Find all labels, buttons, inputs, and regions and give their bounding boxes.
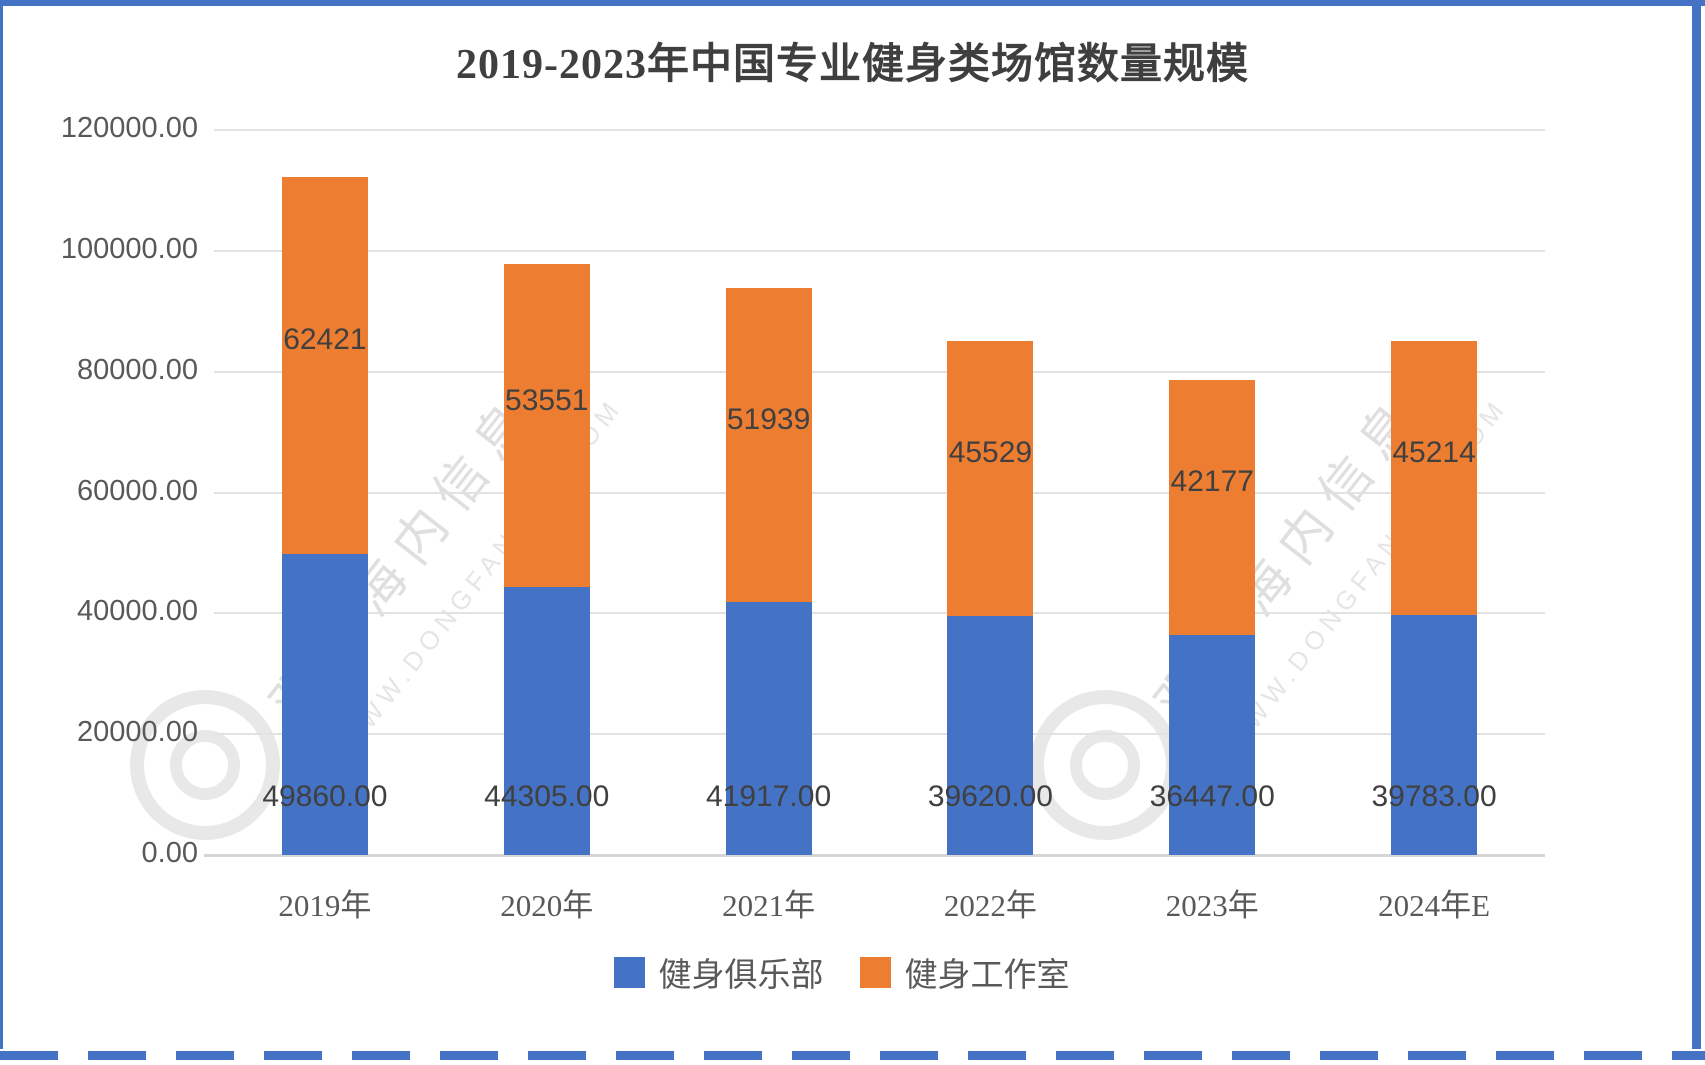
- chart-title: 2019-2023年中国专业健身类场馆数量规模: [456, 42, 1249, 88]
- bar-segment-club: [1169, 634, 1256, 855]
- data-label-club: 49860.00: [262, 780, 388, 813]
- data-label-studio: 45529: [948, 436, 1033, 470]
- bar-segment-studio: [1169, 379, 1256, 635]
- data-label-studio: 62421: [283, 323, 367, 357]
- x-axis-category-label: 2024年E: [1378, 888, 1491, 923]
- bar-segment-studio: [725, 287, 812, 602]
- data-label-club: 36447.00: [1149, 780, 1275, 813]
- gridline: [214, 370, 1545, 373]
- bar-segment-studio: [947, 340, 1034, 616]
- bar-segment-studio: [281, 176, 368, 554]
- x-axis-category-label: 2020年: [500, 888, 594, 923]
- watermark-logo-icon: [130, 690, 280, 840]
- chart-border-left: [0, 0, 3, 1049]
- chart-border-bottom: [0, 1051, 1705, 1060]
- x-axis-line: [204, 854, 1545, 857]
- watermark-logo-icon: [1030, 690, 1180, 840]
- bar-segment-club: [503, 587, 590, 855]
- data-label-club: 39783.00: [1371, 780, 1497, 813]
- data-label-studio: 42177: [1170, 465, 1254, 499]
- bar-segment-club: [947, 615, 1034, 855]
- bar-segment-studio: [1391, 341, 1478, 615]
- gridline: [214, 491, 1545, 494]
- bar-segment-club: [281, 553, 368, 855]
- data-label-studio: 45214: [1392, 436, 1476, 470]
- data-label-studio: 53551: [505, 383, 589, 417]
- y-axis-tick-label: 0.00: [141, 837, 198, 869]
- x-axis-category-label: 2019年: [278, 888, 372, 923]
- data-label-club: 44305.00: [484, 780, 610, 813]
- data-label-club: 41917.00: [706, 780, 832, 813]
- gridline: [214, 733, 1545, 736]
- x-axis-category-label: 2021年: [722, 888, 816, 923]
- y-axis-tick-label: 20000.00: [77, 716, 198, 749]
- gridline: [214, 129, 1545, 131]
- chart-border-top: [0, 0, 1705, 6]
- x-axis-category-label: 2023年: [1165, 888, 1259, 923]
- data-label-club: 39620.00: [927, 780, 1053, 813]
- legend: 健身俱乐部 健身工作室: [0, 948, 1705, 996]
- y-axis-tick-label: 120000.00: [60, 112, 198, 144]
- legend-swatch-studio: [859, 956, 891, 988]
- bar-segment-club: [725, 601, 812, 855]
- y-axis-tick-label: 80000.00: [77, 353, 198, 386]
- bar-segment-studio: [503, 263, 590, 588]
- legend-swatch-club: [613, 956, 645, 988]
- y-axis-tick-label: 60000.00: [77, 474, 198, 507]
- y-axis-tick-label: 100000.00: [60, 232, 198, 265]
- bar-segment-club: [1391, 614, 1478, 855]
- data-label-studio: 51939: [726, 402, 811, 436]
- y-axis-tick-label: 40000.00: [77, 595, 198, 628]
- chart-border-right: [1692, 0, 1701, 1049]
- legend-label-club: 健身俱乐部: [658, 958, 824, 994]
- x-axis-category-label: 2022年: [943, 888, 1037, 923]
- gridline: [214, 612, 1545, 615]
- legend-label-studio: 健身工作室: [904, 958, 1070, 994]
- gridline: [214, 249, 1545, 252]
